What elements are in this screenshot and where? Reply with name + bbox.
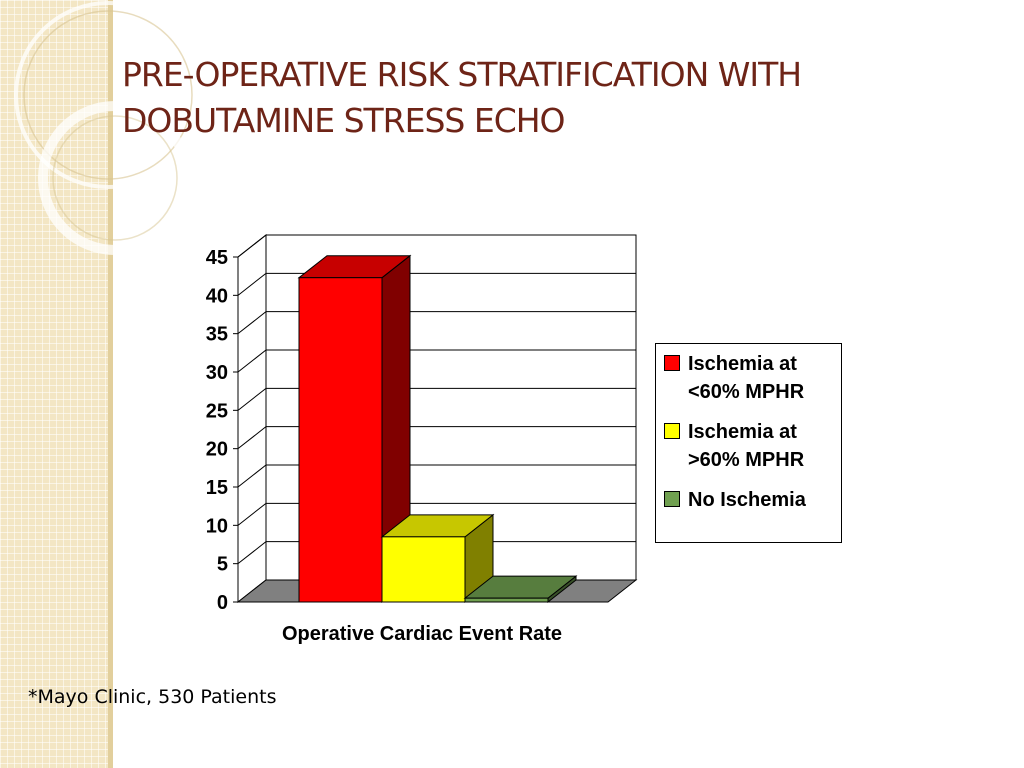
y-tick-label: 20 bbox=[206, 439, 228, 461]
slide-title-line-1: PRE-OPERATIVE RISK STRATIFICATION WITH bbox=[122, 55, 802, 94]
legend-item-ischemia-below-60: Ischemia at <60% MPHR bbox=[664, 350, 843, 406]
y-tick-label: 15 bbox=[206, 477, 228, 499]
bar-3 bbox=[463, 575, 578, 604]
y-tick-label: 0 bbox=[217, 592, 228, 614]
decorative-side-band bbox=[0, 0, 113, 768]
bar-front-face bbox=[464, 597, 549, 603]
legend-label: Ischemia at <60% MPHR bbox=[688, 353, 805, 403]
y-tick-label: 25 bbox=[206, 400, 228, 422]
legend-swatch-yellow bbox=[664, 423, 680, 439]
legend-label: No Ischemia bbox=[688, 489, 806, 511]
legend-label: Ischemia at >60% MPHR bbox=[688, 421, 805, 471]
slide-title-line-2: DOBUTAMINE STRESS ECHO bbox=[122, 101, 566, 140]
gridline bbox=[237, 272, 636, 296]
legend-item-ischemia-above-60: Ischemia at >60% MPHR bbox=[664, 418, 843, 474]
y-tick-labels: 0 5 10 15 20 25 30 35 40 45 bbox=[206, 247, 228, 614]
y-tick-label: 40 bbox=[206, 285, 228, 307]
plot-side-wall bbox=[237, 233, 267, 604]
side-band-edge bbox=[108, 0, 113, 768]
gridline bbox=[237, 426, 636, 450]
legend-swatch-green bbox=[664, 491, 680, 507]
legend-item-no-ischemia: No Ischemia bbox=[664, 486, 843, 514]
gridline bbox=[237, 349, 636, 373]
gridline bbox=[237, 387, 636, 411]
bar-chart: 0 5 10 15 20 25 30 35 40 45 Operative Cardiac Eve… bbox=[206, 233, 638, 645]
legend-swatch-red bbox=[664, 355, 680, 371]
gridline bbox=[237, 541, 636, 565]
y-tick-label: 30 bbox=[206, 362, 228, 384]
bar-1 bbox=[297, 254, 412, 604]
bars bbox=[297, 254, 578, 604]
footnote: *Mayo Clinic, 530 Patients bbox=[28, 686, 277, 708]
gridline bbox=[237, 502, 636, 526]
gridline bbox=[237, 234, 636, 258]
chart-legend: Ischemia at <60% MPHR Ischemia at >60% M… bbox=[655, 343, 842, 543]
gridlines bbox=[237, 234, 636, 565]
gridline bbox=[237, 311, 636, 335]
bar-front-face bbox=[381, 536, 466, 603]
y-tick-label: 10 bbox=[206, 515, 228, 537]
gridline bbox=[237, 464, 636, 488]
bar-2 bbox=[380, 513, 495, 604]
slide-title: PRE-OPERATIVE RISK STRATIFICATION WITH D… bbox=[122, 52, 1022, 144]
y-tick-label: 5 bbox=[217, 554, 228, 576]
y-tick-label: 45 bbox=[206, 247, 228, 269]
x-axis-label: Operative Cardiac Event Rate bbox=[282, 623, 562, 645]
bar-front-face bbox=[298, 277, 383, 603]
y-tick-label: 35 bbox=[206, 324, 228, 346]
